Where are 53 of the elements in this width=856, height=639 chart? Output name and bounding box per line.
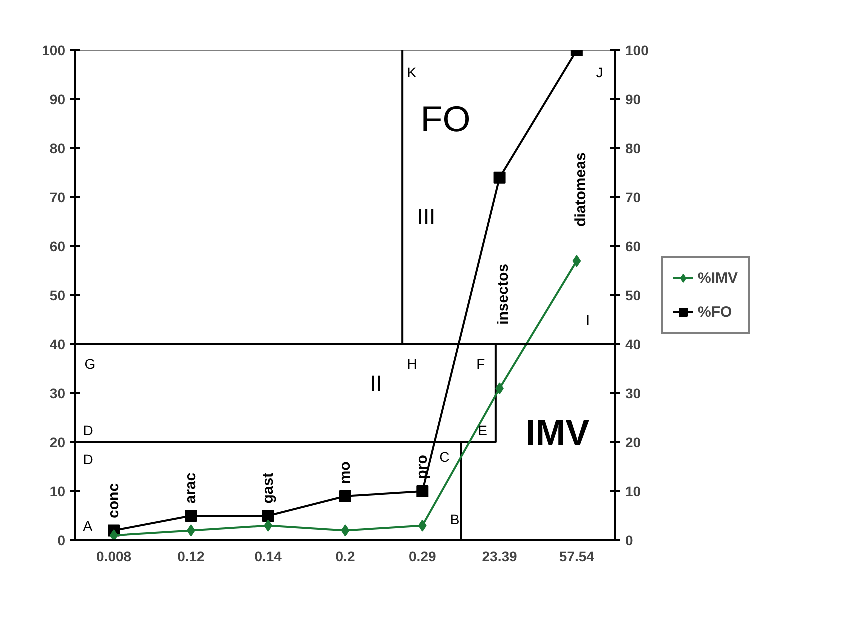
annotation: C (440, 449, 450, 466)
y2-tick-label: 30 (626, 386, 642, 402)
annotation: conc (106, 483, 123, 518)
y2-tick-label: 90 (626, 92, 642, 108)
y-tick-label: 20 (50, 434, 66, 450)
y2-tick-label: 80 (626, 140, 642, 156)
y2-tick-label: 0 (626, 532, 634, 548)
y-tick-label: 80 (50, 140, 66, 156)
annotation: G (84, 356, 96, 372)
x-tick-label: 0.12 (178, 548, 206, 564)
annotation: J (596, 64, 604, 81)
annotation: E (478, 422, 488, 438)
y2-tick-label: 100 (626, 42, 650, 58)
y-tick-label: 50 (50, 288, 66, 304)
legend-label: %FO (698, 304, 732, 320)
annotation: mo (337, 462, 354, 484)
y-tick-label: 100 (42, 42, 66, 58)
y2-tick-label: 40 (626, 336, 642, 352)
y-tick-label: 90 (50, 92, 66, 108)
y-tick-label: 30 (50, 386, 66, 402)
annotation: diatomeas (572, 152, 590, 227)
annotation: B (450, 511, 460, 528)
annotation: F (476, 356, 486, 372)
annotation: H (407, 356, 418, 372)
y-tick-label: 0 (58, 532, 66, 548)
y2-tick-label: 50 (626, 288, 642, 304)
annotation: III (417, 204, 436, 230)
x-tick-label: 0.008 (96, 548, 132, 564)
y-tick-label: 10 (50, 484, 66, 500)
x-tick-label: 0.14 (254, 548, 282, 564)
y2-tick-label: 20 (626, 434, 642, 450)
annotation: insectos (495, 264, 512, 325)
x-tick-label: 57.54 (559, 548, 595, 564)
annotation: D (83, 452, 94, 468)
x-tick-label: 0.29 (409, 548, 436, 564)
annotation: arac (182, 472, 200, 504)
annotation: II (370, 371, 382, 396)
x-tick-label: 23.39 (482, 548, 518, 564)
y-tick-label: 70 (50, 190, 66, 206)
annotation: K (407, 64, 418, 81)
y-tick-label: 60 (50, 238, 66, 254)
y2-tick-label: 70 (626, 190, 642, 206)
annotation: FO (420, 98, 471, 140)
annotation: D (83, 422, 94, 438)
annotation: gast (260, 472, 277, 504)
y-tick-label: 40 (50, 336, 66, 352)
annotation: A (83, 518, 94, 534)
y2-tick-label: 60 (626, 238, 642, 254)
y2-tick-label: 10 (626, 484, 642, 500)
annotation: I (586, 312, 590, 328)
annotation: IMV (526, 412, 590, 454)
legend-label: %IMV (698, 270, 738, 286)
x-tick-label: 0.2 (336, 548, 356, 564)
